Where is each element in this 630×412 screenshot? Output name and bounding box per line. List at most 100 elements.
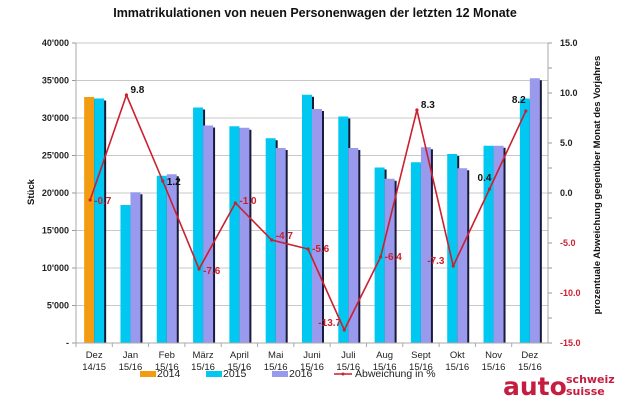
bar-2016: [348, 148, 359, 343]
y-tick-label: 35'000: [42, 76, 69, 86]
x-tick-label-period: 15/16: [119, 362, 143, 373]
data-label: -5.6: [312, 244, 330, 255]
bar-2016: [312, 109, 322, 343]
deviation-point: [270, 238, 274, 242]
legend-label: 2015: [223, 368, 247, 380]
x-tick-label: Mai: [268, 350, 283, 361]
data-label: 8.2: [512, 95, 526, 106]
deviation-point: [451, 264, 455, 268]
deviation-point: [88, 198, 92, 202]
deviation-point: [197, 267, 201, 271]
bar-2015: [229, 126, 240, 343]
x-tick-label: März: [193, 350, 214, 361]
bar-2016: [529, 78, 540, 343]
x-tick-label-period: 15/16: [191, 362, 215, 373]
x-tick-label-period: 15/16: [409, 362, 433, 373]
y2-tick-label: 0.0: [560, 188, 573, 198]
x-tick-label: Sept: [411, 350, 431, 361]
x-tick-label-period: 15/16: [445, 362, 469, 373]
auto-schweiz-logo: auto schweiz suisse: [503, 372, 615, 401]
x-tick-label-period: 15/16: [373, 362, 397, 373]
data-label: 1.2: [167, 177, 181, 188]
bar-2015: [374, 167, 385, 343]
y-tick-label: 15'000: [42, 226, 69, 236]
deviation-point: [233, 201, 237, 205]
x-tick-label-period: 15/16: [336, 362, 360, 373]
y2-tick-label: -15.0: [560, 338, 581, 348]
logo-line2: suisse: [566, 385, 605, 398]
bar-2016: [239, 127, 250, 343]
deviation-point: [306, 247, 310, 251]
data-label: -7.3: [427, 256, 445, 267]
bar-2016: [493, 145, 504, 343]
deviation-point: [161, 179, 165, 183]
x-tick-label: Dez: [86, 350, 103, 361]
y-tick-label: 25'000: [42, 151, 69, 161]
data-label: -4.7: [276, 231, 294, 242]
x-tick-label-period: 15/16: [518, 362, 542, 373]
left-axis: - 5'000 10'000 15'000 20'000 25'000 30'000 35'0…: [42, 38, 77, 348]
deviation-point: [487, 187, 492, 191]
y2-tick-label: -5.0: [560, 238, 576, 248]
x-tick-label-period: 15/16: [155, 362, 179, 373]
data-label: 0.4: [478, 173, 492, 184]
bar-2016: [457, 168, 468, 343]
bar-2015: [302, 94, 312, 343]
deviation-point: [342, 328, 346, 332]
data-label: -7.6: [203, 266, 221, 277]
x-tick-label-period: 15/16: [264, 362, 288, 373]
bars: [84, 78, 542, 343]
x-tick-label: Feb: [159, 350, 175, 361]
data-label: -13.7: [318, 318, 341, 329]
data-label: 9.8: [130, 85, 144, 96]
legend: 2014 2015 2016 Abweichung in %: [140, 368, 436, 380]
legend-swatch: [272, 371, 288, 377]
legend-label: Abweichung in %: [355, 368, 436, 380]
x-tick-label: Aug: [376, 350, 393, 361]
x-tick-label: Okt: [450, 350, 465, 361]
data-labels: -0.7 9.8 1.2 -7.6 -1.0 -4.7 -5.6 -13.7 -6.4 8.3 -7…: [94, 85, 526, 329]
legend-label: 2014: [157, 368, 181, 380]
legend-line-marker: [341, 372, 345, 376]
y2-tick-label: -10.0: [560, 288, 581, 298]
bar-2014: [84, 97, 95, 343]
bar-2016: [203, 125, 214, 343]
x-tick-label: Jan: [123, 350, 138, 361]
y-axis-label: Stück: [26, 178, 37, 205]
data-label: -6.4: [385, 252, 403, 263]
bar-2015: [156, 175, 167, 343]
y2-tick-label: 15.0: [560, 38, 578, 48]
x-tick-label-period: 15/16: [482, 362, 506, 373]
legend-swatch: [140, 371, 156, 377]
y-tick-label: 10'000: [42, 263, 69, 273]
x-tick-label-period: 14/15: [82, 362, 106, 373]
bar-2015: [410, 162, 421, 343]
bar-2015: [519, 98, 530, 343]
logo-line1: schweiz: [566, 373, 615, 386]
bar-2016: [384, 178, 395, 343]
y-tick-label: -: [66, 338, 69, 348]
deviation-line: [88, 92, 528, 332]
x-tick-label-period: 15/16: [300, 362, 324, 373]
y2-tick-label: 5.0: [560, 138, 573, 148]
deviation-point: [524, 109, 528, 113]
bar-2015: [94, 98, 105, 343]
bar-2015: [447, 154, 458, 343]
x-tick-label-period: 15/16: [227, 362, 251, 373]
legend-swatch: [206, 371, 222, 377]
data-label: -0.7: [94, 196, 112, 207]
y-tick-label: 20'000: [42, 188, 69, 198]
deviation-point: [124, 93, 129, 97]
data-label: 8.3: [421, 100, 435, 111]
deviation-point: [415, 108, 419, 112]
bar-2016: [275, 148, 286, 343]
bar-2015: [193, 107, 204, 343]
deviation-point: [379, 255, 383, 259]
bar-2016: [420, 147, 431, 343]
x-tick-label: Juni: [303, 350, 320, 361]
x-axis: Dez14/15Jan15/16Feb15/16März15/16April15…: [75, 342, 548, 373]
bar-2015: [338, 116, 349, 343]
bar-2015: [120, 205, 131, 343]
x-tick-label: Dez: [521, 350, 538, 361]
